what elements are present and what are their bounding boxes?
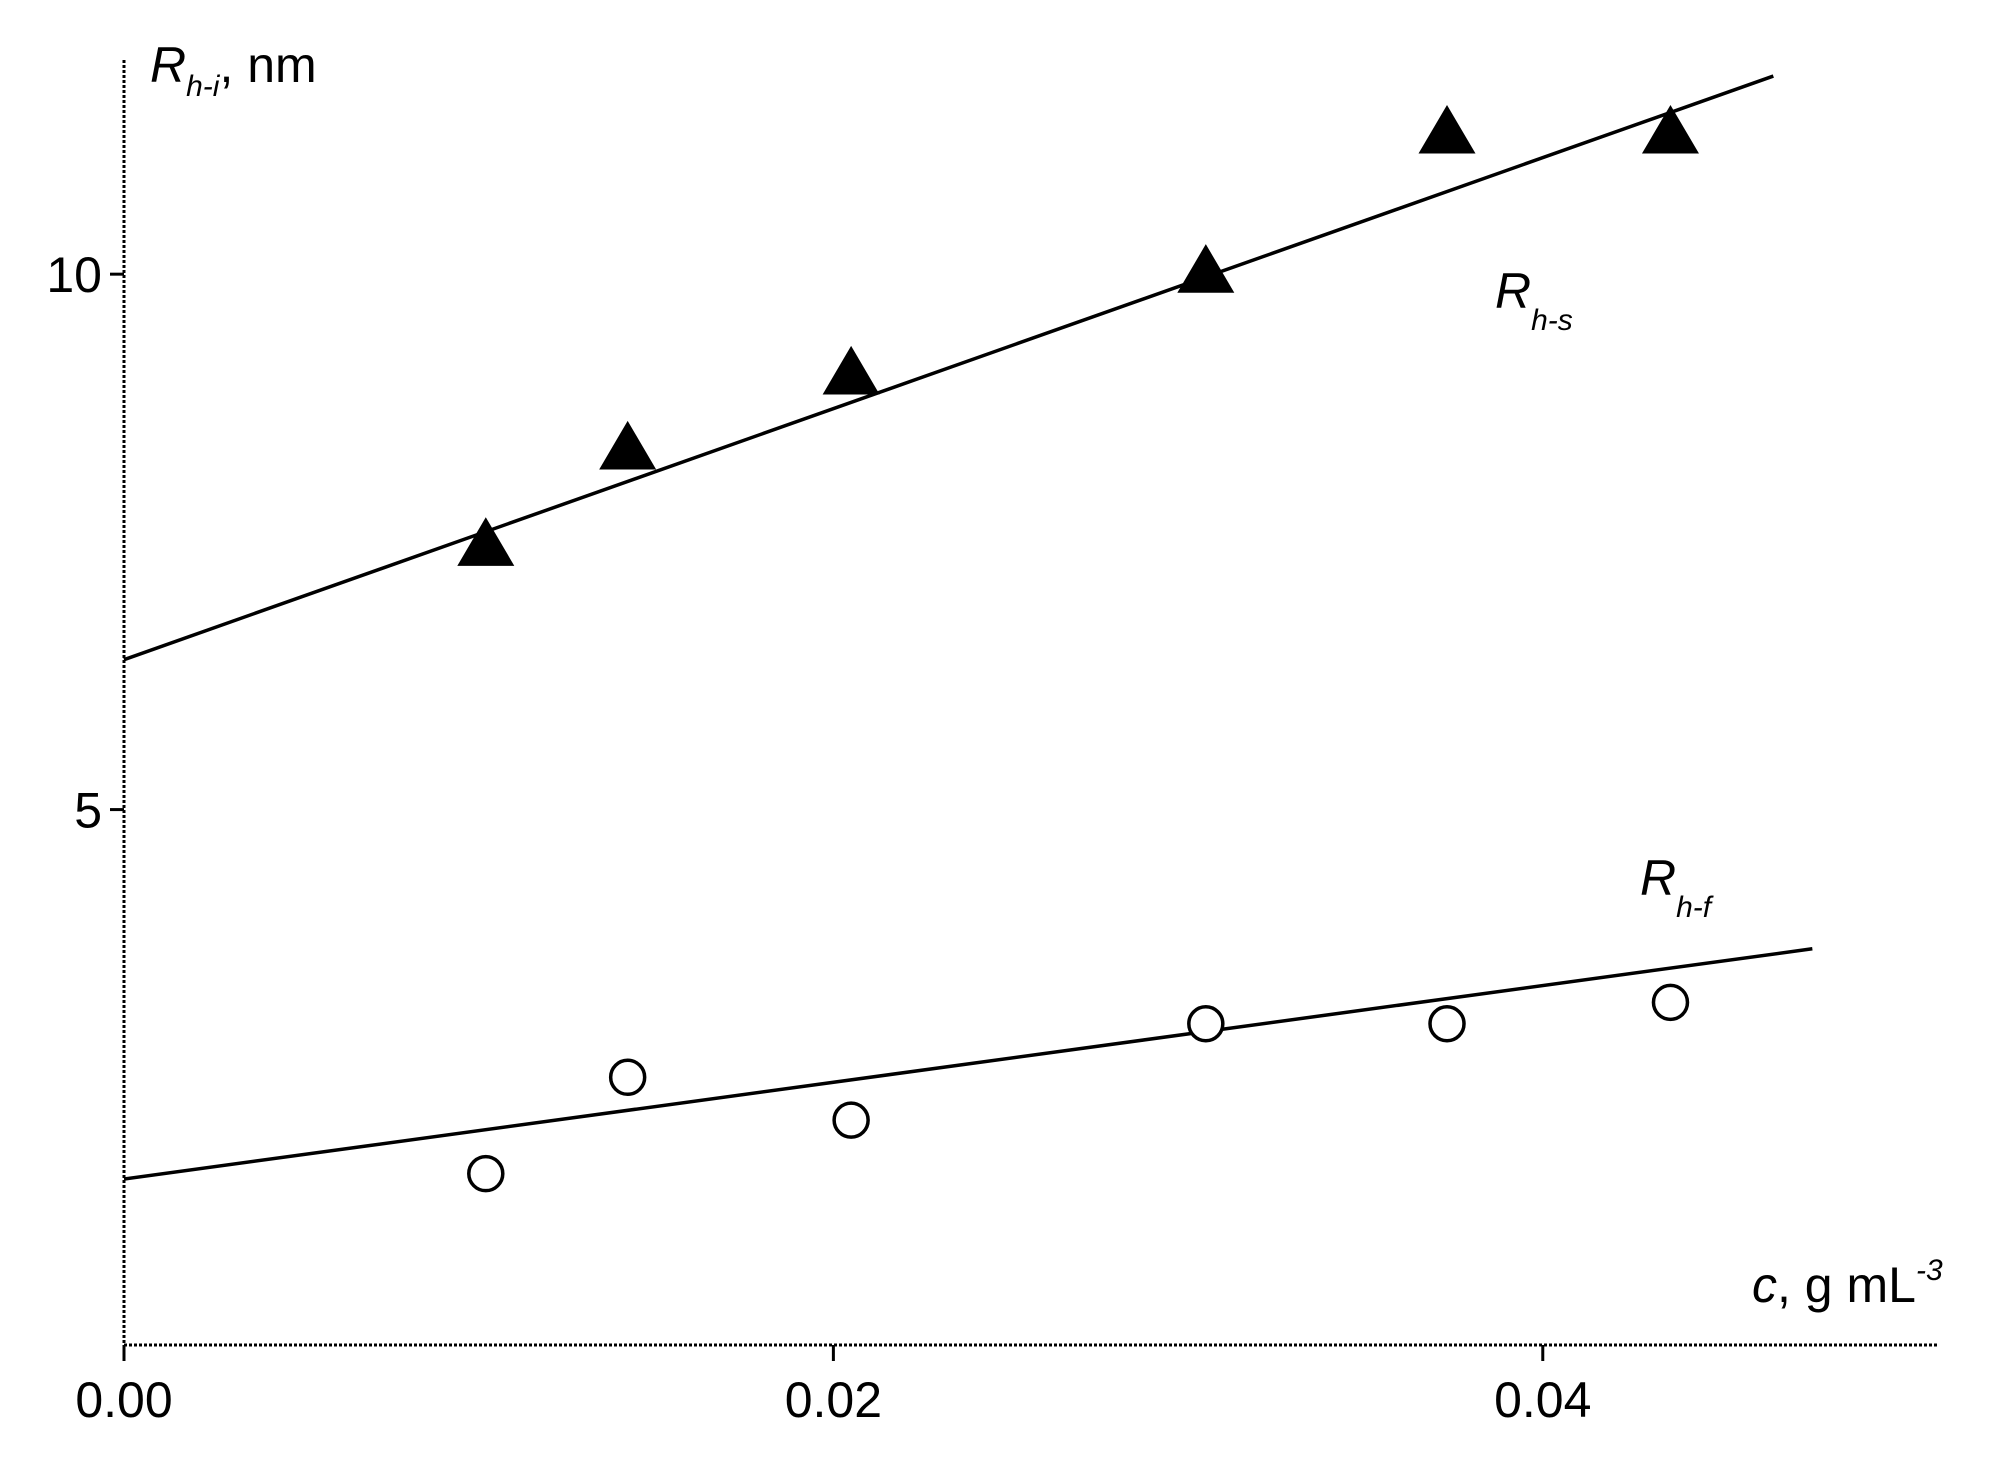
y-tick-label: 5 [74,783,102,839]
fit-line-rhf [123,947,1813,1181]
y-axis-symbol: R [150,37,186,93]
data-markers [457,104,1699,1193]
data-point-circle [1428,1005,1466,1043]
x-axis-symbol: c [1752,1257,1777,1313]
series-label-rhf: Rh-f [1640,850,1714,924]
data-point-triangle [599,420,657,470]
data-point-triangle [1418,104,1476,154]
data-point-circle [608,1058,647,1097]
x-tick-label: 0.04 [1494,1372,1591,1428]
y-tick-label: 10 [46,247,102,303]
fit-line-rhs [123,74,1774,662]
y-axis-subscript: h-i [186,70,221,103]
y-axis-title: Rh-i, nm [150,37,317,103]
x-tick-label: 0.00 [75,1372,172,1428]
data-point-circle [467,1154,505,1193]
data-point-triangle [1641,104,1699,154]
data-point-triangle [1177,244,1235,293]
fit-lines [123,74,1813,1181]
x-axis-ticks: 0.00 0.02 0.04 [75,1345,1591,1428]
x-axis-unit: g mL [1805,1257,1916,1313]
y-axis-unit: nm [247,37,316,93]
x-tick-label: 0.02 [785,1372,882,1428]
data-point-triangle [457,517,515,566]
x-axis-title: c, g mL-3 [1752,1254,1943,1313]
x-axis-exponent: -3 [1916,1254,1943,1287]
series-label-rhs: Rh-s [1495,263,1573,337]
data-point-circle [832,1101,870,1139]
data-point-circle [1187,1005,1225,1043]
y-axis-ticks: 5 10 [46,247,124,839]
data-point-triangle [822,345,880,395]
data-point-circle [1651,983,1690,1022]
